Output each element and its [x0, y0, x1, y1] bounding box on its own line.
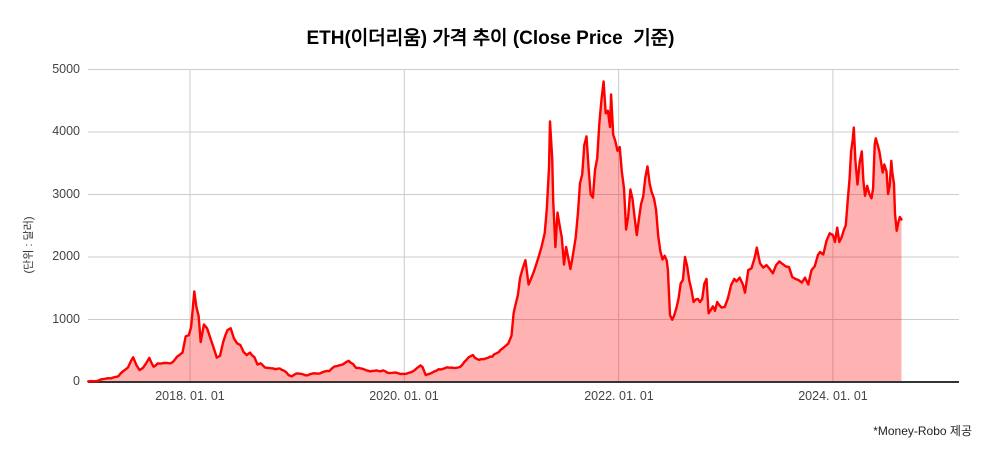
- y-axis-tick-label: 5000: [52, 62, 80, 76]
- x-axis-tick-label: 2020. 01. 01: [369, 389, 439, 403]
- chart-title: ETH(이더리움) 가격 추이 (Close Price 기준): [306, 28, 675, 49]
- y-axis-tick-label: 1000: [52, 312, 80, 326]
- y-axis-tick-label: 2000: [52, 249, 80, 263]
- y-axis-tick-label: 3000: [52, 187, 80, 201]
- x-axis-tick-label: 2024. 01. 01: [798, 389, 868, 403]
- y-axis-tick-label: 4000: [52, 124, 80, 138]
- x-axis-tick-label: 2022. 01. 01: [584, 389, 654, 403]
- y-axis-tick-label: 0: [73, 374, 80, 388]
- attribution-text: *Money-Robo 제공: [873, 424, 972, 438]
- x-axis-tick-label: 2018. 01. 01: [155, 389, 225, 403]
